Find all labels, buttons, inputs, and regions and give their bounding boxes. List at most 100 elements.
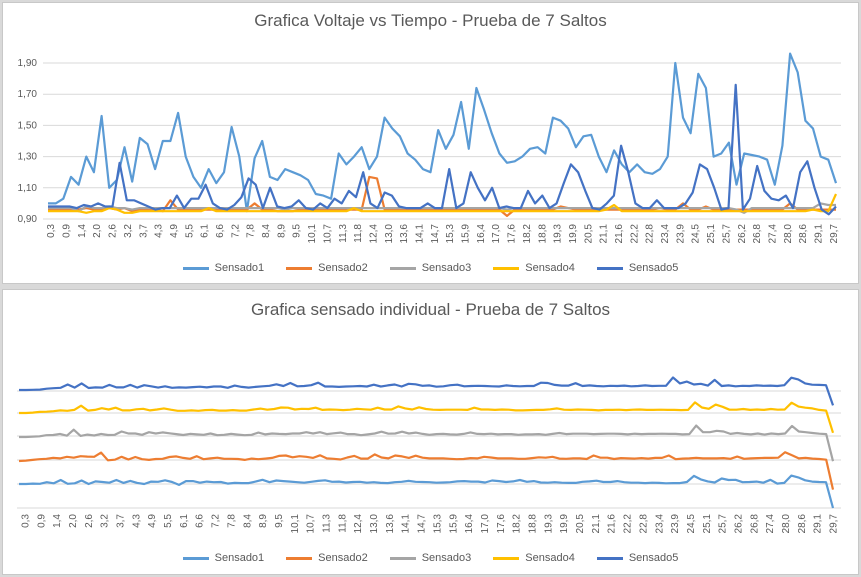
x-tick-label: 4,3 (154, 224, 165, 238)
chart-plot-area: 0,90 1,10 1,30 1,50 1,70 1,90 0,3 0,9 1,4 2,0 2,6 3… (18, 52, 841, 244)
x-tick-label: 14,1 (414, 224, 425, 244)
x-tick-label: 18,8 (537, 224, 548, 244)
x-tick-label: 24,5 (691, 224, 702, 244)
x-tick-label: 19,9 (559, 514, 570, 534)
x-tick-label: 4,9 (169, 224, 180, 238)
y-tick-label: 1,30 (18, 152, 38, 163)
legend-item: Sensado4 (493, 262, 575, 274)
legend-swatch (286, 556, 313, 560)
x-tick-label: 11,8 (337, 514, 348, 533)
x-tick-label: 22,2 (629, 224, 640, 244)
x-tick-label: 29,1 (813, 224, 824, 244)
x-tick-label: 9,5 (292, 224, 303, 238)
legend-label: Sensado3 (421, 262, 472, 274)
chart-title: Grafica Voltaje vs Tiempo - Prueba de 7 … (254, 11, 607, 30)
x-tick-label: 15,3 (432, 514, 443, 534)
series-line-sensado1 (19, 474, 835, 509)
x-tick-label: 20,5 (583, 224, 594, 244)
x-tick-label: 19,3 (553, 224, 564, 244)
x-tick-label: 22,2 (623, 514, 634, 534)
x-tick-label: 2,6 (84, 514, 95, 528)
x-tick-label: 23,9 (670, 514, 681, 534)
legend-item: Sensado1 (182, 552, 264, 564)
chart-sensado-individual: Grafica sensado individual - Prueba de 7… (2, 289, 859, 575)
x-tick-label: 26,8 (749, 514, 760, 534)
legend-item: Sensado3 (389, 552, 472, 564)
x-tick-label: 21,1 (591, 514, 602, 534)
legend-label: Sensado1 (214, 262, 265, 274)
x-tick-label: 13,6 (385, 514, 396, 534)
x-tick-label: 28,0 (781, 514, 792, 534)
legend-item: Sensado5 (596, 552, 679, 564)
x-tick-label: 12,4 (368, 224, 379, 244)
series-line-sensado5 (19, 376, 835, 406)
x-tick-label: 27,4 (765, 514, 776, 534)
x-tick-label: 28,6 (797, 514, 808, 534)
x-tick-label: 22,8 (638, 514, 649, 534)
x-tick-label: 13,6 (399, 224, 410, 244)
legend-swatch (596, 556, 623, 560)
legend-item: Sensado2 (286, 552, 368, 564)
legend-swatch (286, 266, 313, 270)
x-tick-label: 14,1 (401, 514, 412, 534)
legend-label: Sensado4 (525, 262, 575, 274)
legend-label: Sensado3 (421, 552, 472, 564)
x-tick-label: 15,9 (448, 514, 459, 534)
x-tick-label: 29,1 (813, 514, 824, 534)
y-tick-label: 1,10 (18, 183, 38, 194)
chart-legend: Sensado1 Sensado2 Sensado3 Sensado4 Sensado5 (3, 262, 858, 274)
legend-label: Sensado5 (628, 262, 679, 274)
x-tick-label: 6,6 (195, 514, 206, 528)
x-tick-label: 21,6 (614, 224, 625, 244)
x-tick-label: 18,2 (512, 514, 523, 534)
x-tick-label: 14,7 (417, 514, 428, 534)
x-tick-label: 29,7 (829, 514, 840, 534)
legend-item: Sensado3 (389, 262, 472, 274)
x-tick-label: 7,8 (246, 224, 257, 238)
x-tick-label: 1,4 (52, 514, 63, 528)
x-tick-label: 28,6 (798, 224, 809, 244)
legend-label: Sensado4 (525, 552, 575, 564)
legend-swatch (389, 266, 416, 270)
series-line-sensado5 (48, 83, 837, 216)
x-tick-label: 18,2 (522, 224, 533, 244)
x-tick-label: 2,6 (108, 224, 119, 238)
x-tick-label: 7,8 (226, 514, 237, 528)
x-tick-label: 6,1 (179, 514, 190, 528)
chart-legend: Sensado1 Sensado2 Sensado3 Sensado4 Sensado5 (3, 552, 858, 564)
x-tick-label: 3,7 (138, 224, 149, 238)
x-tick-label: 27,4 (767, 224, 778, 244)
x-tick-label: 8,4 (242, 514, 253, 528)
legend-item: Sensado5 (596, 262, 679, 274)
x-tick-label: 21,1 (599, 224, 610, 244)
x-tick-label: 15,9 (461, 224, 472, 244)
series-line-sensado4 (19, 401, 835, 434)
x-tick-label: 17,6 (496, 514, 507, 534)
x-tick-label: 23,4 (654, 514, 665, 534)
legend-label: Sensado5 (628, 552, 679, 564)
x-tick-label: 15,3 (445, 224, 456, 244)
legend-label: Sensado2 (318, 262, 368, 274)
x-tick-label: 26,8 (752, 224, 763, 244)
x-tick-label: 11,8 (353, 224, 364, 243)
x-tick-label: 26,2 (737, 224, 748, 244)
x-tick-label: 4,3 (131, 514, 142, 528)
x-tick-label: 12,4 (353, 514, 364, 534)
x-tick-label: 23,4 (660, 224, 671, 244)
x-tick-label: 3,7 (116, 514, 127, 528)
chart-title: Grafica sensado individual - Prueba de 7… (250, 300, 611, 319)
y-tick-label: 1,50 (18, 120, 38, 131)
x-tick-label: 0,9 (36, 514, 47, 528)
series-line-sensado4 (48, 193, 838, 214)
x-tick-label: 19,9 (568, 224, 579, 244)
legend-swatch (493, 266, 520, 270)
x-tick-label: 1,4 (77, 224, 88, 238)
x-tick-label: 8,9 (258, 514, 269, 528)
x-tick-label: 8,4 (261, 224, 272, 238)
x-tick-label: 3,2 (123, 224, 134, 238)
x-tick-label: 6,1 (200, 224, 211, 238)
series-line-sensado3 (19, 424, 835, 462)
x-tick-label: 5,5 (184, 224, 195, 238)
x-tick-label: 3,2 (100, 514, 111, 528)
chart-plot-area: 0,3 0,9 1,4 2,0 2,6 3,2 3,7 4,3 4,9 5,5 6,1 6,6 7,2 7… (17, 376, 841, 534)
